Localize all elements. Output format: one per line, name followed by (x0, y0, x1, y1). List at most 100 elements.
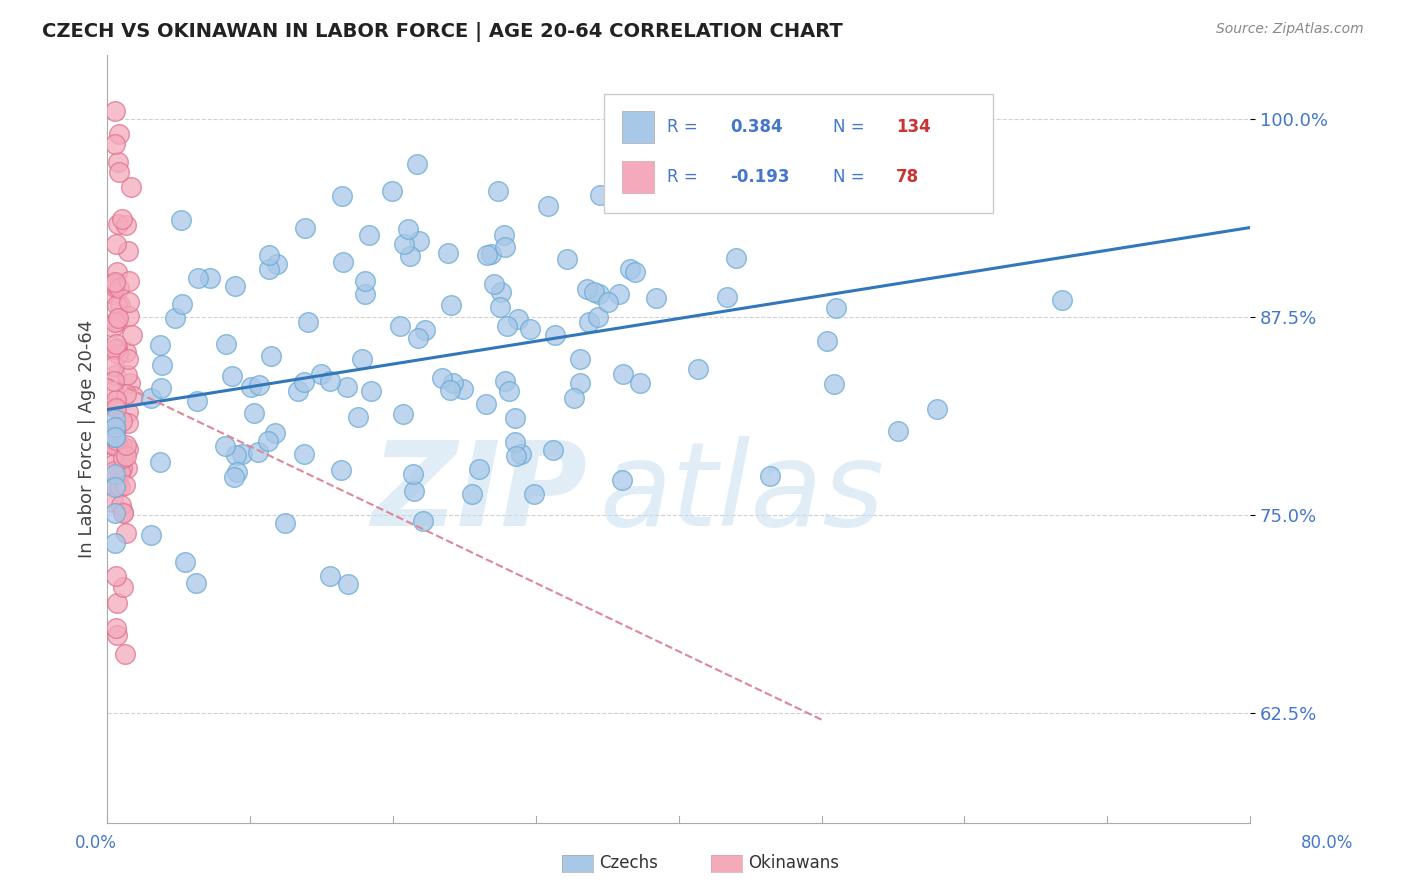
Point (287, 384, 309, 399)
Point (360, 384, 382, 398)
Point (103, 457, 125, 471)
Point (825, 301, 848, 315)
Point (112, 505, 135, 519)
Point (104, 315, 127, 329)
Point (114, 525, 136, 540)
Point (494, 374, 516, 388)
Point (107, 439, 129, 453)
Point (260, 349, 283, 363)
Point (610, 473, 633, 487)
Point (475, 247, 498, 261)
Point (225, 465, 247, 479)
Point (105, 621, 128, 635)
Point (115, 219, 138, 233)
Point (104, 337, 127, 351)
Point (623, 265, 645, 279)
Point (925, 401, 948, 416)
Point (257, 248, 280, 262)
Point (586, 310, 609, 324)
Point (120, 376, 142, 391)
Point (408, 234, 430, 248)
Point (388, 318, 411, 333)
Point (541, 442, 564, 457)
Point (956, 146, 979, 161)
Point (103, 438, 125, 452)
Point (114, 647, 136, 661)
Point (568, 376, 591, 391)
Point (215, 337, 238, 351)
Point (103, 280, 125, 294)
Point (112, 581, 135, 595)
Point (887, 424, 910, 438)
Point (186, 393, 208, 408)
Point (118, 274, 141, 288)
Point (121, 328, 143, 343)
Point (413, 323, 436, 337)
Point (408, 331, 430, 345)
Point (686, 362, 709, 376)
Point (117, 351, 139, 366)
Point (402, 483, 425, 498)
Point (214, 439, 236, 453)
Point (396, 222, 419, 236)
Point (330, 462, 353, 476)
Point (103, 374, 125, 388)
Point (174, 556, 197, 570)
Point (105, 477, 128, 491)
Point (619, 261, 641, 276)
Text: R =: R = (668, 119, 697, 136)
Point (716, 290, 738, 304)
Point (105, 298, 128, 312)
Point (117, 416, 139, 430)
Point (259, 262, 281, 277)
Point (239, 380, 262, 394)
Point (103, 320, 125, 334)
Point (596, 295, 619, 310)
Point (104, 568, 127, 582)
Text: 134: 134 (896, 119, 931, 136)
Point (319, 568, 342, 582)
Point (107, 154, 129, 169)
Point (568, 352, 591, 367)
Point (120, 179, 142, 194)
Point (105, 342, 128, 356)
Point (107, 281, 129, 295)
Point (103, 287, 125, 301)
Point (494, 240, 516, 254)
Point (441, 376, 464, 391)
Point (486, 184, 509, 198)
Point (607, 287, 630, 301)
Point (330, 188, 353, 202)
Point (115, 461, 138, 475)
Point (274, 516, 297, 530)
Point (105, 392, 128, 407)
Point (495, 319, 517, 334)
Point (104, 342, 127, 356)
Point (562, 391, 585, 405)
Point (264, 425, 287, 440)
Point (121, 389, 143, 403)
Point (494, 227, 516, 242)
Point (108, 465, 131, 479)
Point (104, 401, 127, 416)
Point (222, 470, 245, 484)
Point (332, 255, 354, 269)
Point (108, 165, 131, 179)
Point (105, 596, 128, 610)
Point (555, 252, 578, 266)
Point (107, 313, 129, 327)
Point (392, 408, 415, 422)
Point (354, 274, 377, 288)
Point (644, 153, 666, 167)
Point (104, 237, 127, 252)
Point (243, 406, 266, 420)
Text: 78: 78 (896, 169, 920, 186)
Point (823, 377, 845, 392)
Point (150, 358, 173, 372)
Point (111, 439, 134, 453)
Point (112, 450, 135, 465)
Point (117, 244, 139, 259)
Point (257, 434, 280, 448)
Point (103, 467, 125, 481)
Point (503, 411, 526, 425)
